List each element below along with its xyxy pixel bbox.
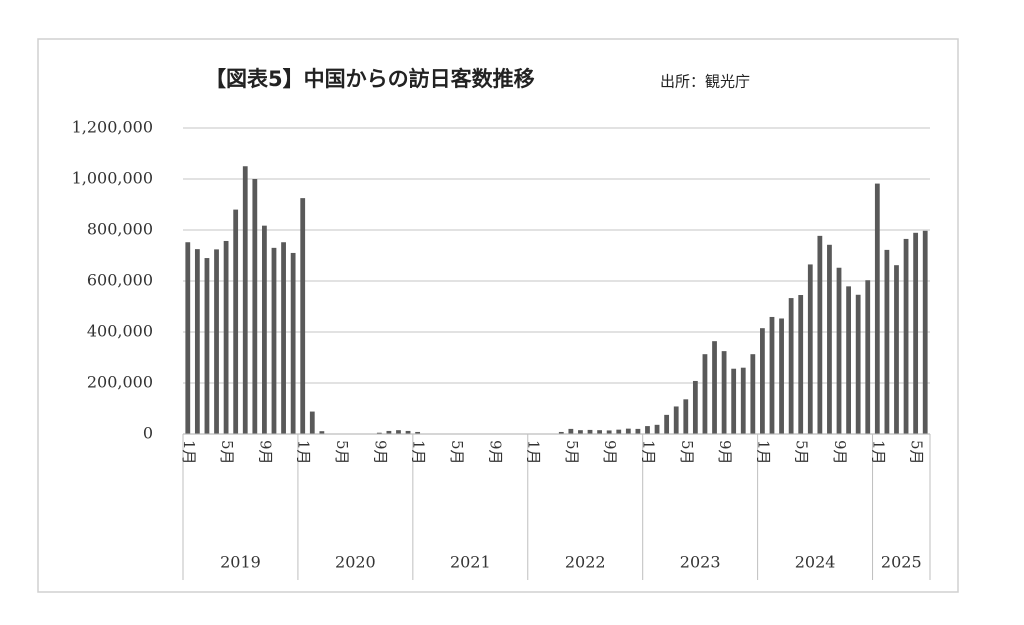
x-tick-label: 1月 [295, 440, 313, 465]
x-tick-label: 1月 [410, 440, 428, 465]
chart-title: 【図表5】中国からの訪日客数推移 [205, 67, 535, 91]
group-label: 2024 [795, 553, 836, 572]
x-tick-label: 1月 [639, 440, 657, 465]
bar [578, 430, 583, 434]
bar [252, 179, 258, 434]
bar [673, 406, 679, 434]
y-tick-label: 1,000,000 [72, 169, 153, 188]
bar [635, 428, 641, 434]
x-tick-label: 1月 [525, 440, 543, 465]
bar [817, 235, 823, 434]
bar [654, 424, 660, 434]
x-tick-label: 5月 [333, 440, 351, 465]
bar [405, 430, 411, 434]
y-tick-label: 0 [143, 424, 153, 443]
x-tick-label: 5月 [218, 440, 236, 465]
bar [827, 244, 832, 434]
bar [779, 318, 784, 434]
group-label: 2019 [220, 553, 261, 572]
bar [664, 414, 670, 434]
bar [386, 430, 392, 434]
bar [894, 265, 899, 434]
bar [836, 267, 842, 434]
y-tick-label: 400,000 [87, 322, 153, 341]
bar [721, 351, 727, 434]
bar [625, 428, 631, 434]
bar [396, 430, 401, 434]
bar [903, 238, 909, 434]
x-tick-label: 1月 [180, 440, 198, 465]
bar [242, 166, 248, 434]
bar [281, 242, 286, 434]
y-tick-label: 800,000 [87, 220, 153, 239]
x-tick-label: 9月 [371, 440, 389, 465]
x-tick-label: 5月 [908, 440, 926, 465]
bar [376, 432, 382, 434]
bar [731, 368, 737, 434]
bar [415, 431, 421, 434]
x-tick-label: 5月 [793, 440, 811, 465]
x-tick-label: 5月 [448, 440, 466, 465]
bar [750, 354, 756, 434]
bar [692, 380, 698, 434]
bar [616, 429, 622, 434]
bar [760, 328, 765, 434]
bar [204, 258, 210, 434]
bar [884, 249, 890, 434]
bar [846, 286, 851, 434]
chart-frame [37, 38, 959, 593]
bar [788, 298, 794, 434]
y-tick-label: 1,200,000 [72, 118, 153, 137]
bar [874, 183, 880, 434]
bar [185, 242, 191, 434]
x-tick-label: 1月 [754, 440, 772, 465]
bar [740, 367, 746, 434]
bar [319, 431, 325, 434]
group-label: 2020 [335, 553, 376, 572]
bar [645, 426, 650, 434]
x-tick-label: 9月 [486, 440, 504, 465]
x-tick-label: 5月 [563, 440, 581, 465]
bar [290, 252, 296, 434]
y-tick-label: 600,000 [87, 271, 153, 290]
bar [855, 294, 861, 434]
bar [568, 428, 574, 434]
bar [683, 399, 689, 434]
bar [913, 232, 919, 434]
bar [271, 247, 277, 434]
bar [223, 240, 229, 434]
chart-subtitle: 出所：観光庁 [660, 73, 750, 91]
y-tick-label: 200,000 [87, 373, 153, 392]
x-tick-label: 1月 [869, 440, 887, 465]
bar [194, 249, 200, 434]
bar [597, 430, 602, 434]
group-label: 2022 [565, 553, 606, 572]
x-tick-label: 9月 [256, 440, 274, 465]
x-tick-label: 9月 [831, 440, 849, 465]
bar [807, 264, 813, 434]
bar [300, 198, 306, 434]
bar [922, 230, 928, 434]
bar [798, 295, 804, 434]
x-tick-label: 5月 [678, 440, 696, 465]
bar [262, 225, 267, 434]
x-tick-label: 9月 [601, 440, 619, 465]
bar [558, 431, 564, 434]
group-label: 2023 [680, 553, 721, 572]
bar [214, 249, 219, 434]
bar [233, 209, 239, 434]
bar [309, 411, 315, 434]
bar [587, 429, 593, 434]
bar [769, 316, 775, 434]
bar [865, 280, 871, 434]
bar [702, 354, 708, 434]
group-label: 2025 [881, 553, 922, 572]
x-tick-label: 9月 [716, 440, 734, 465]
bar [606, 430, 612, 434]
bar [712, 341, 717, 434]
group-label: 2021 [450, 553, 491, 572]
